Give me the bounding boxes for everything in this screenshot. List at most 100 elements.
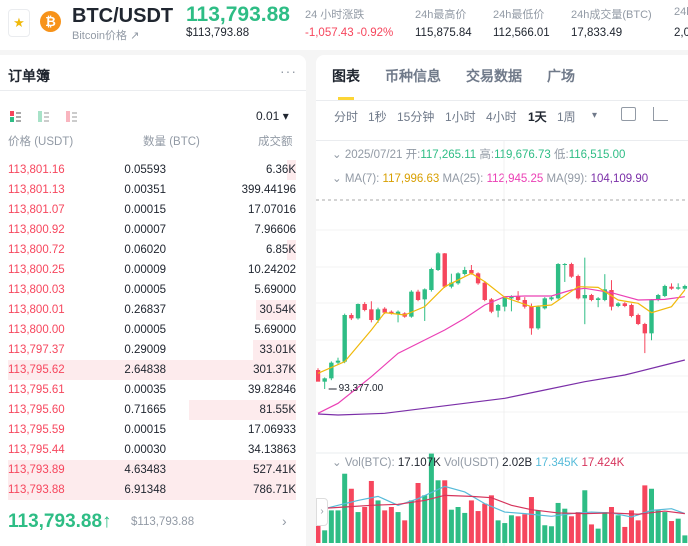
divider — [0, 90, 306, 91]
low-value: 116,515.00 — [568, 149, 626, 161]
bitcoin-logo-icon: ₿ — [40, 11, 61, 32]
candle-up — [455, 273, 461, 284]
interval-1s[interactable]: 1秒 — [368, 110, 387, 124]
collapse-chevron-icon[interactable]: ⌄ — [332, 173, 345, 185]
candlestick-chart[interactable] — [316, 55, 688, 546]
chart-panel: 图表 币种信息 交易数据 广场 分时 1秒 15分钟 1小时 4小时 1天 1周… — [316, 55, 688, 546]
ask-qty: 0.00005 — [124, 324, 166, 336]
tab-coin-info[interactable]: 币种信息 — [385, 68, 441, 84]
ask-total: 5.69000 — [254, 324, 296, 336]
interval-1w[interactable]: 1周 — [557, 110, 576, 124]
collapse-chevron-icon[interactable]: ⌄ — [332, 457, 345, 469]
ask-total: 6.85K — [265, 244, 296, 256]
depth-bar — [8, 460, 296, 480]
ma99-value: 104,109.90 — [590, 173, 649, 185]
more-options-icon[interactable]: ··· — [280, 63, 297, 79]
volume-bar — [462, 512, 468, 543]
orderbook-ask-row[interactable]: 113,800.25 0.00009 10.24202 — [8, 260, 296, 280]
candle-down — [629, 305, 634, 317]
volume-bar — [475, 511, 481, 543]
indicator-chart-icon[interactable] — [653, 107, 668, 121]
volume-bar — [595, 528, 601, 543]
vol-usdt-label: Vol(USDT) — [443, 457, 499, 469]
volume-bar — [522, 514, 528, 543]
orderbook-ask-row[interactable]: 113,797.37 0.29009 33.01K — [8, 340, 296, 360]
orderbook-ask-row[interactable]: 113,800.72 0.06020 6.85K — [8, 240, 296, 260]
candle-up — [549, 297, 554, 300]
orderbook-ask-row[interactable]: 113,800.03 0.00005 5.69000 — [8, 280, 296, 300]
ask-qty: 0.71665 — [124, 404, 166, 416]
divider — [316, 140, 688, 141]
candle-up — [335, 360, 341, 363]
view-both-icon[interactable] — [10, 111, 21, 122]
depth-bar — [255, 300, 296, 320]
depth-bar — [8, 480, 296, 500]
candle-down — [522, 300, 527, 307]
ma99-line — [317, 359, 685, 416]
tab-chart[interactable]: 图表 — [332, 68, 360, 84]
candle-down — [475, 273, 481, 284]
volume-bar — [515, 516, 521, 543]
ask-price: 113,795.61 — [8, 384, 65, 396]
orderbook-ask-row[interactable]: 113,793.89 4.63483 527.41K — [8, 460, 296, 480]
volume-bar — [448, 509, 454, 543]
volume-bar — [548, 526, 554, 543]
orderbook-ask-row[interactable]: 113,801.07 0.00015 17.07016 — [8, 200, 296, 220]
view-asks-icon[interactable] — [66, 111, 77, 122]
collapse-chevron-icon[interactable]: ⌄ — [332, 149, 345, 161]
stat-label-low: 24h最低价 — [493, 9, 545, 21]
orderbook-ask-row[interactable]: 113,795.60 0.71665 81.55K — [8, 400, 296, 420]
tab-trading-data[interactable]: 交易数据 — [466, 68, 522, 84]
volume-bar — [542, 525, 548, 543]
volume-info: ⌄ Vol(BTC): 17.107K Vol(USDT) 2.02B 17.3… — [332, 455, 624, 469]
orderbook-ask-row[interactable]: 113,795.59 0.00015 17.06933 — [8, 420, 296, 440]
interval-1d[interactable]: 1天 — [528, 110, 547, 124]
orderbook-ask-row[interactable]: 113,801.16 0.05593 6.36K — [8, 160, 296, 180]
favorite-star-button[interactable]: ★ — [8, 9, 30, 37]
calendar-icon[interactable] — [621, 107, 636, 121]
col-header-qty: 数量 (BTC) — [143, 136, 200, 148]
volume-bar — [622, 526, 628, 543]
interval-4h[interactable]: 4小时 — [486, 110, 517, 124]
coin-price-link[interactable]: Bitcoin价格 ↗ — [72, 30, 140, 42]
ask-qty: 0.29009 — [124, 344, 166, 356]
candle-up — [395, 311, 401, 315]
tab-square[interactable]: 广场 — [547, 68, 575, 84]
interval-time[interactable]: 分时 — [334, 110, 359, 124]
candle-down — [635, 315, 641, 325]
precision-dropdown[interactable]: 0.01 ▾ — [256, 109, 289, 123]
candle-down — [589, 295, 594, 301]
candle-down — [389, 311, 394, 314]
ask-total: 30.54K — [259, 304, 296, 316]
volume-bar — [608, 507, 614, 543]
stat-value-volume: 17,833.49 — [571, 27, 623, 39]
orderbook-ask-row[interactable]: 113,800.01 0.26837 30.54K — [8, 300, 296, 320]
candle-down — [482, 282, 487, 301]
volume-bar — [415, 483, 421, 543]
expand-sidebar-handle[interactable]: › — [316, 498, 328, 526]
ask-qty: 0.06020 — [124, 244, 166, 256]
more-intervals-dropdown[interactable]: ▾ — [592, 110, 598, 121]
high-label: 高: — [479, 149, 495, 161]
orderbook-ask-row[interactable]: 113,800.00 0.00005 5.69000 — [8, 320, 296, 340]
col-header-total: 成交额 — [258, 136, 293, 148]
view-bids-icon[interactable] — [38, 111, 49, 122]
interval-1h[interactable]: 1小时 — [445, 110, 476, 124]
candle-down — [669, 286, 674, 289]
orderbook-ask-row[interactable]: 113,793.88 6.91348 786.71K — [8, 480, 296, 500]
orderbook-ask-row[interactable]: 113,801.13 0.00351 399.44196 — [8, 180, 296, 200]
stat-value-change: -1,057.43 -0.92% — [305, 27, 394, 39]
candle-up — [675, 287, 681, 289]
volume-bar — [602, 512, 608, 543]
orderbook-ask-row[interactable]: 113,795.44 0.00030 34.13863 — [8, 440, 296, 460]
stat-value-low: 112,566.01 — [493, 27, 550, 39]
orderbook-ask-row[interactable]: 113,795.61 0.00035 39.82846 — [8, 380, 296, 400]
vol-ma5-line — [317, 485, 686, 518]
orderbook-ask-row[interactable]: 113,795.62 2.64838 301.37K — [8, 360, 296, 380]
orderbook-ask-row[interactable]: 113,800.92 0.00007 7.96606 — [8, 220, 296, 240]
ma7-value: 117,996.63 — [382, 173, 440, 185]
ask-qty: 6.91348 — [124, 484, 166, 496]
interval-15m[interactable]: 15分钟 — [397, 110, 435, 124]
candle-up — [502, 297, 507, 307]
chevron-right-icon[interactable]: › — [282, 513, 287, 529]
